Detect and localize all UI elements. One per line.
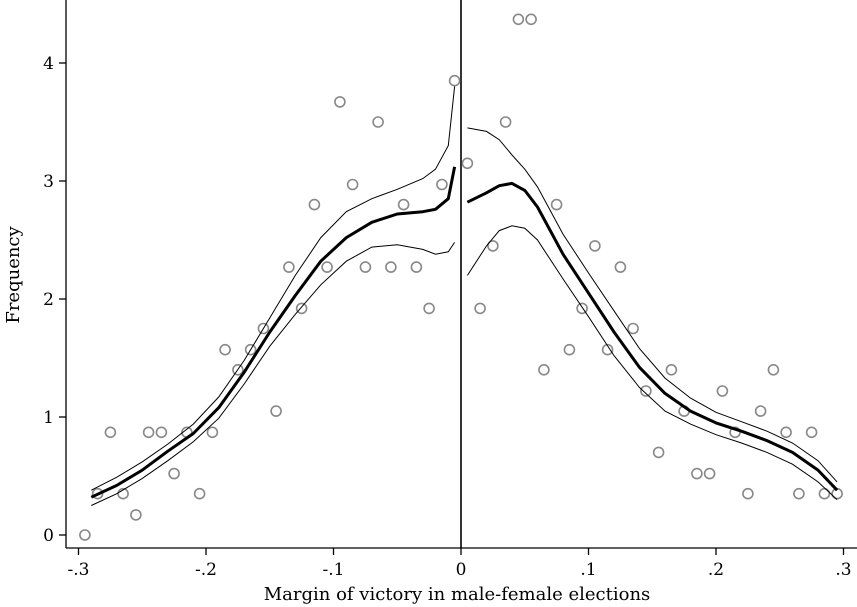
scatter-point <box>487 240 499 252</box>
scatter-point <box>448 74 461 87</box>
y-tick-label: 1 <box>43 408 54 428</box>
ci-lower-right <box>466 225 838 500</box>
x-tick-label: -.1 <box>323 560 345 580</box>
scatter-point <box>640 385 652 397</box>
ci-upper-left <box>91 86 456 491</box>
x-tick-label: .3 <box>835 560 851 580</box>
scatter-point <box>767 363 780 376</box>
scatter-point <box>780 426 792 439</box>
scatter-point <box>652 446 665 459</box>
scatter-point <box>512 13 525 26</box>
scatter-points <box>79 13 843 541</box>
scatter-point <box>474 302 486 315</box>
y-axis-title: Frequency <box>3 225 24 323</box>
scatter-point <box>104 426 117 439</box>
scatter-point <box>142 426 155 439</box>
scatter-point <box>193 487 206 500</box>
fit-line-left <box>90 166 457 499</box>
scatter-point <box>308 198 321 211</box>
scatter-point <box>372 116 384 128</box>
scatter-point <box>232 363 244 376</box>
fit-lines <box>90 86 839 506</box>
ci-upper-right <box>467 127 838 483</box>
scatter-point <box>168 467 180 480</box>
scatter-point <box>295 302 308 315</box>
scatter-point <box>385 261 397 273</box>
scatter-point <box>563 343 576 356</box>
scatter-point <box>257 322 270 335</box>
scatter-point <box>359 261 372 273</box>
scatter-point <box>79 529 91 541</box>
y-tick-label: 2 <box>43 290 54 310</box>
scatter-point <box>436 178 448 191</box>
scatter-point <box>793 487 805 500</box>
scatter-point <box>589 240 601 252</box>
axes-layer <box>65 0 857 549</box>
scatter-point <box>538 363 550 376</box>
y-tick-label: 3 <box>43 172 54 192</box>
scatter-point <box>691 467 703 480</box>
scatter-point <box>805 426 818 439</box>
scatter-point <box>576 302 588 315</box>
scatter-point <box>742 487 754 500</box>
scatter-point <box>716 385 729 397</box>
tick-labels: 0 1 2 3 4 -.3 -.2 -.1 0 .1 .2 .3 <box>43 54 851 580</box>
x-tick-label: 0 <box>456 560 467 580</box>
scatter-point <box>423 302 435 315</box>
x-tick-label: -.2 <box>195 560 217 580</box>
scatter-point <box>410 261 423 273</box>
scatter-point <box>91 487 104 500</box>
scatter-point <box>703 467 716 480</box>
scatter-point <box>130 509 142 521</box>
scatter-point <box>244 343 257 356</box>
scatter-point <box>219 343 231 356</box>
scatter-point <box>525 13 537 26</box>
scatter-point <box>397 198 410 211</box>
scatter-point <box>270 405 282 417</box>
scatter-point <box>346 178 359 191</box>
scatter-point <box>754 405 767 417</box>
ci-lower-left <box>91 242 456 506</box>
scatter-point <box>499 116 512 128</box>
x-tick-label: .2 <box>708 560 724 580</box>
x-tick-label: .1 <box>580 560 596 580</box>
scatter-point <box>321 261 333 273</box>
x-tick-label: -.3 <box>68 560 90 580</box>
y-tick-label: 4 <box>43 54 54 74</box>
scatter-point <box>665 363 678 376</box>
scatter-point <box>283 261 295 273</box>
scatter-point <box>550 198 563 211</box>
fit-line-right <box>466 181 839 492</box>
scatter-point <box>117 487 129 500</box>
x-axis-title: Margin of victory in male-female electio… <box>264 584 651 605</box>
scatter-point <box>461 157 474 170</box>
scatter-point <box>627 322 639 335</box>
scatter-point <box>206 426 219 439</box>
scatter-point <box>334 96 346 108</box>
scatter-point <box>818 487 831 500</box>
scatter-point <box>614 261 627 273</box>
scatter-point <box>155 426 168 439</box>
scatter-point <box>601 343 614 356</box>
y-tick-label: 0 <box>43 526 54 546</box>
